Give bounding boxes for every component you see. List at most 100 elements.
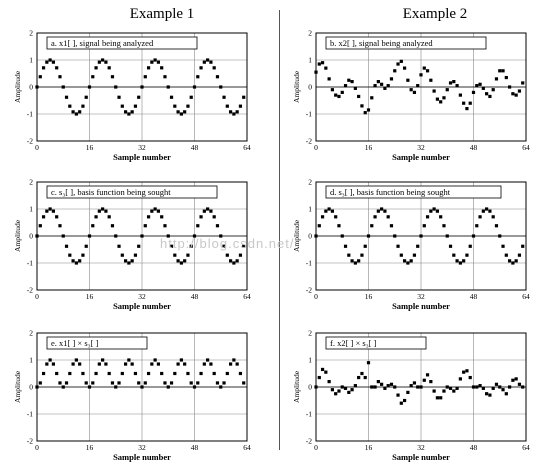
x-tick-label: 32 [417,143,425,152]
data-point [383,86,387,90]
y-tick-label: -2 [27,286,33,295]
data-point [327,77,331,81]
data-point [225,104,229,108]
data-point [209,209,213,213]
data-point [222,381,226,385]
data-point [432,207,436,211]
data-point [360,371,364,376]
x-tick-label: 16 [365,143,373,152]
data-point [488,209,492,213]
data-point [491,215,495,219]
data-point [432,389,436,393]
data-point [485,207,489,211]
data-point [488,94,492,99]
data-point [494,224,499,228]
data-point [419,73,423,77]
data-point [110,381,115,385]
data-point [183,362,187,366]
data-point [173,253,177,257]
data-point [455,259,459,263]
data-point [468,375,472,380]
data-point [439,396,443,400]
data-point [228,362,233,366]
data-point [179,358,183,362]
y-axis-label: Amplitude [13,219,22,252]
data-point [117,95,121,99]
data-point [511,92,515,96]
y-tick-label: -2 [27,137,33,146]
data-point [373,84,377,88]
data-point [521,81,525,85]
data-point [104,60,108,64]
data-point [91,381,95,385]
data-point [330,88,335,92]
y-tick-label: -1 [27,410,33,419]
y-tick-label: -2 [306,137,312,146]
data-point [491,386,495,390]
x-tick-label: 48 [191,443,199,452]
data-point [386,84,390,88]
data-point [429,78,433,82]
data-point [507,85,512,89]
data-point [192,234,197,238]
data-point [380,207,384,211]
data-point [402,398,407,403]
data-point [199,66,203,70]
data-point [68,371,72,376]
data-point [51,60,56,64]
data-point [442,224,446,228]
x-tick-label: 64 [243,292,251,301]
data-point [373,215,377,219]
data-point [179,261,183,265]
data-point [199,215,203,219]
data-point [347,390,351,394]
data-point [485,392,489,396]
chart-panel-4: 0 16 32 48 64 -2 -1 0 1 2 Sample number Amplitude d.… [292,178,530,312]
data-point [402,259,407,263]
data-point [114,85,118,89]
chart-panel-5: 0 16 32 48 64 -2 -1 0 1 2 Sample number Amplitude e.… [13,329,251,463]
data-point [320,215,325,219]
data-point [120,104,124,108]
data-point [71,110,75,114]
x-axis-label: Sample number [392,301,450,311]
data-point [61,234,65,238]
data-point [370,96,374,100]
data-point [212,371,216,376]
data-point [209,362,213,366]
x-tick-label: 32 [417,443,425,452]
data-point [380,382,384,386]
x-tick-label: 64 [243,443,251,452]
data-point [475,385,479,389]
data-point [412,253,417,257]
data-point [189,244,193,248]
data-point [406,78,410,82]
data-point [376,80,380,84]
data-point [91,224,95,228]
data-point [196,224,200,228]
data-point [425,373,430,377]
data-point [87,85,92,89]
data-point [166,85,170,89]
data-point [160,371,164,376]
panel-label: f. x2[ ] × s₃[ ] [330,338,377,348]
data-point [334,392,338,396]
data-point [370,224,374,228]
y-tick-label: 1 [29,356,33,365]
data-point [166,385,170,389]
y-tick-label: 0 [29,232,33,241]
data-point [242,381,246,385]
data-point [337,389,341,393]
y-tick-label: 1 [308,356,312,365]
example-2-title: Example 2 [402,6,468,22]
panel-label: e. x1[ ] × s₃[ ] [51,338,99,348]
y-tick-label: 1 [308,205,312,214]
data-point [163,224,167,228]
data-point [366,234,371,238]
x-tick-label: 48 [191,292,199,301]
data-point [71,362,75,366]
data-point [153,207,157,211]
data-point [215,224,220,228]
x-tick-label: 64 [243,143,251,152]
data-point [41,66,46,70]
